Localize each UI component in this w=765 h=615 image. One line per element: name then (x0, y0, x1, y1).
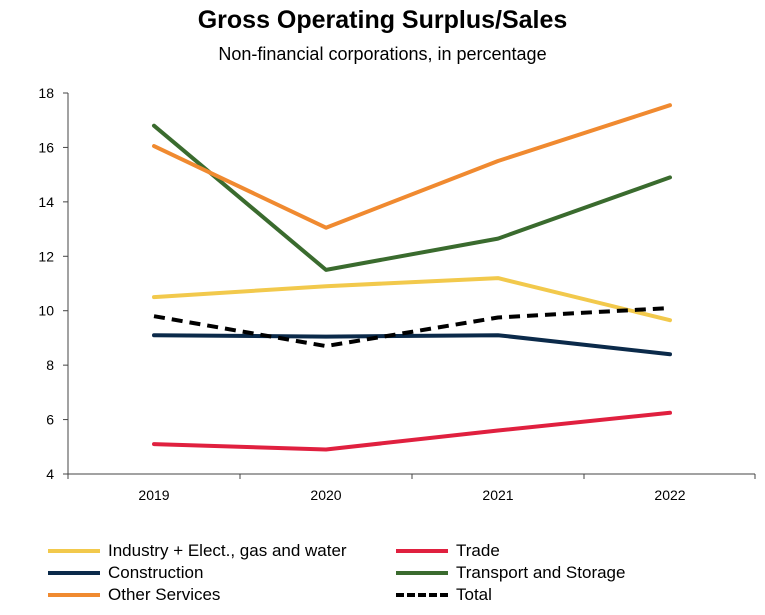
legend-item: Trade (396, 540, 500, 562)
legend-item: Other Services (48, 584, 220, 606)
plot-area: 4 6 8 10 12 14 16 18 2019 2020 2021 2022 (38, 85, 756, 503)
x-tick-label: 2021 (482, 487, 513, 503)
chart-title: Gross Operating Surplus/Sales (197, 6, 568, 34)
y-tick-label: 8 (46, 357, 54, 373)
y-tick-label: 18 (38, 85, 54, 101)
y-tick-label: 16 (38, 139, 54, 155)
y-tick-label: 10 (38, 303, 54, 319)
x-tick-label: 2022 (654, 487, 685, 503)
legend-label: Transport and Storage (456, 563, 626, 582)
legend-swatch (48, 549, 100, 553)
y-tick-label: 14 (38, 194, 54, 210)
y-tick-label: 4 (46, 466, 54, 482)
legend-swatch (48, 571, 100, 575)
legend-item: Construction (48, 562, 203, 584)
legend-label: Industry + Elect., gas and water (108, 541, 347, 560)
legend-label: Total (456, 585, 492, 604)
series-line-industry-elect-gas-and-water (152, 276, 672, 323)
legend-item: Industry + Elect., gas and water (48, 540, 347, 562)
series-line-trade (152, 410, 672, 452)
series-line-construction (152, 333, 672, 357)
x-tick-label: 2020 (310, 487, 341, 503)
legend-item: Transport and Storage (396, 562, 625, 584)
y-tick-label: 6 (46, 412, 54, 428)
chart-subtitle: Non-financial corporations, in percentag… (218, 44, 547, 64)
y-tick-label: 12 (38, 248, 54, 264)
legend-swatch (396, 593, 448, 597)
series-line-transport-and-storage (152, 123, 672, 272)
legend-label: Construction (108, 563, 204, 582)
series-line-total (153, 306, 671, 349)
legend-label: Trade (456, 541, 500, 560)
legend-item: Total (396, 584, 492, 606)
x-tick-label: 2019 (138, 487, 169, 503)
series-line-other-services (152, 103, 672, 230)
legend-swatch (48, 593, 100, 597)
legend-swatch (396, 549, 448, 553)
legend-label: Other Services (108, 585, 221, 604)
legend-swatch (396, 571, 448, 575)
